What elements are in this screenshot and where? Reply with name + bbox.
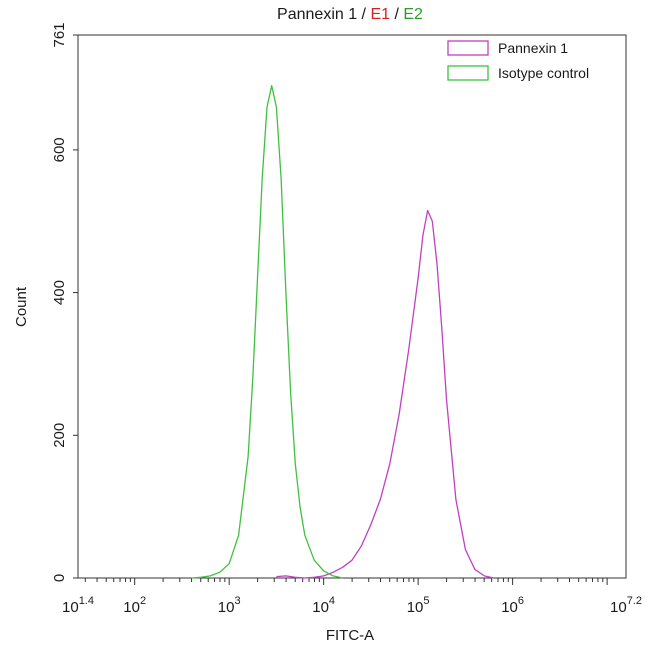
y-axis: 0 200 400 600 761 xyxy=(51,22,78,582)
x-axis-title: FITC-A xyxy=(326,627,374,644)
y-tick-label: 400 xyxy=(51,280,68,305)
title-part: Pannexin 1 xyxy=(277,6,357,23)
chart-title: Pannexin 1 / E1 / E2 xyxy=(277,6,423,23)
x-tick-label: 102 xyxy=(123,595,146,616)
x-tick-label: 107.2 xyxy=(610,595,642,616)
legend-label: Pannexin 1 xyxy=(498,40,568,56)
title-part: / xyxy=(357,6,370,23)
title-part: E1 xyxy=(370,6,390,23)
x-axis: 101.4 102 103 104 105 106 107.2 xyxy=(62,578,642,616)
legend: Pannexin 1 Isotype control xyxy=(447,40,589,81)
y-tick-label: 0 xyxy=(51,574,68,582)
series-line xyxy=(191,85,343,579)
y-tick-label: 200 xyxy=(51,423,68,448)
title-part: E2 xyxy=(403,6,423,23)
y-tick-label: 761 xyxy=(51,22,68,47)
x-tick-label: 104 xyxy=(312,595,335,616)
y-tick-label: 600 xyxy=(51,137,68,162)
series-layer xyxy=(191,85,494,579)
x-tick-label: 105 xyxy=(407,595,430,616)
series-line xyxy=(276,209,494,579)
x-tick-label: 106 xyxy=(501,595,524,616)
x-tick-label: 101.4 xyxy=(62,595,94,616)
plot-frame xyxy=(77,34,627,579)
y-axis-title: Count xyxy=(13,286,30,327)
legend-swatch xyxy=(447,40,489,56)
legend-swatch xyxy=(447,65,489,81)
title-part: / xyxy=(390,6,403,23)
legend-label: Isotype control xyxy=(498,65,589,81)
x-tick-label: 103 xyxy=(218,595,241,616)
